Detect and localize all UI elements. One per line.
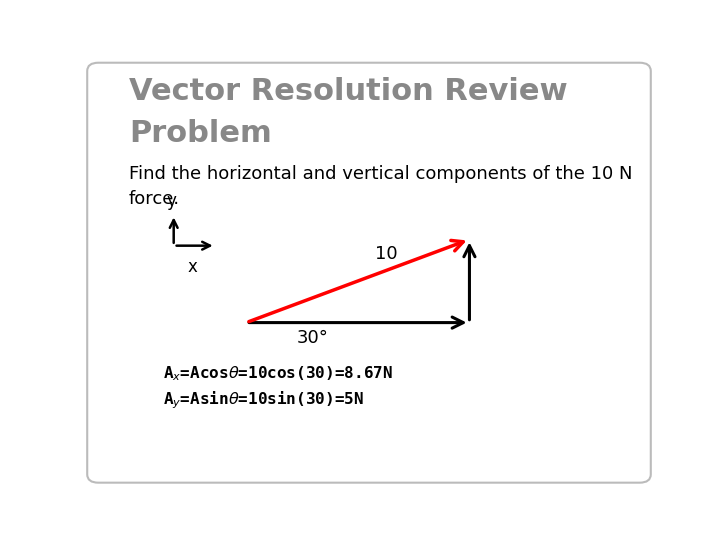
Text: force.: force. [129, 190, 180, 207]
Text: A$_y$=Asin$\theta$=10sin(30)=5N: A$_y$=Asin$\theta$=10sin(30)=5N [163, 389, 364, 411]
Text: x: x [188, 258, 197, 276]
Text: A$_x$=Acos$\theta$=10cos(30)=8.67N: A$_x$=Acos$\theta$=10cos(30)=8.67N [163, 364, 392, 383]
Text: Problem: Problem [129, 119, 272, 148]
FancyBboxPatch shape [87, 63, 651, 483]
Text: 30°: 30° [297, 329, 328, 347]
Text: Find the horizontal and vertical components of the 10 N: Find the horizontal and vertical compone… [129, 165, 633, 183]
Text: y: y [166, 192, 176, 211]
Text: Vector Resolution Review: Vector Resolution Review [129, 77, 567, 106]
Text: 10: 10 [374, 245, 397, 263]
